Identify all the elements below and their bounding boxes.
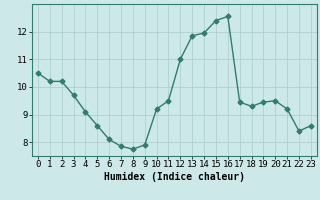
- X-axis label: Humidex (Indice chaleur): Humidex (Indice chaleur): [104, 172, 245, 182]
